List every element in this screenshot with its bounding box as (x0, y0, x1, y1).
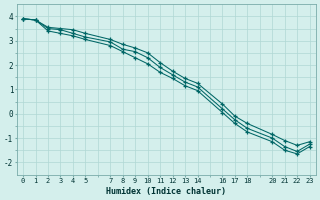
X-axis label: Humidex (Indice chaleur): Humidex (Indice chaleur) (106, 187, 226, 196)
